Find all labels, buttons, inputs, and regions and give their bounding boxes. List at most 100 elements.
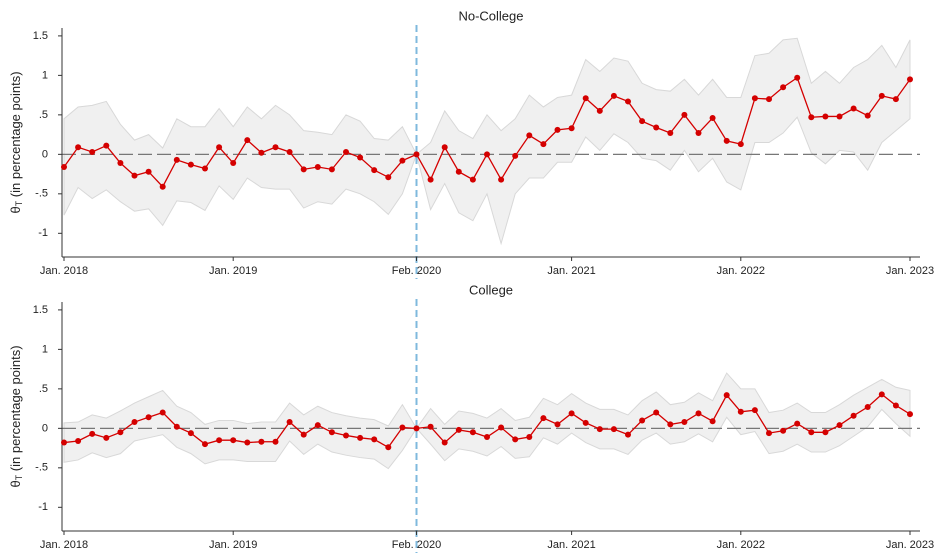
estimate-point (836, 113, 843, 120)
estimate-point (766, 96, 772, 103)
y-tick-label: -.5 (35, 462, 48, 474)
y-axis-label: θT (in percentage points) (8, 71, 24, 213)
confidence-band (63, 37, 911, 246)
estimate-point (469, 429, 476, 436)
estimate-point (258, 149, 265, 156)
estimate-point (610, 426, 617, 433)
estimate-point (794, 74, 801, 81)
estimate-point (892, 402, 899, 409)
estimate-point (230, 437, 237, 444)
estimate-point (766, 430, 772, 437)
y-label-text: (in percentage points) (8, 71, 23, 200)
estimate-point (695, 410, 702, 417)
estimate-point (413, 151, 420, 158)
estimate-point (568, 125, 575, 132)
estimate-point (625, 431, 631, 438)
estimate-point (878, 391, 885, 398)
estimate-point (780, 84, 787, 91)
estimate-point (202, 441, 208, 448)
estimate-point (582, 95, 589, 102)
estimate-point (540, 415, 547, 422)
estimate-point (159, 183, 166, 190)
estimate-point (343, 432, 349, 439)
estimate-point (653, 409, 660, 416)
estimate-point (216, 437, 223, 444)
y-tick-label: -1 (38, 227, 48, 239)
estimate-point (653, 124, 660, 131)
estimate-point (808, 429, 815, 436)
estimate-point (780, 427, 787, 434)
estimate-point (145, 414, 152, 421)
estimate-point (244, 439, 251, 446)
estimate-point (399, 424, 406, 431)
x-tick-label: Jan. 2018 (40, 265, 88, 277)
estimate-point (89, 148, 96, 155)
estimate-point (399, 157, 406, 164)
estimate-point (61, 163, 67, 170)
panel-title: No-College (458, 8, 523, 23)
estimate-point (498, 424, 505, 431)
estimate-point (244, 137, 251, 144)
estimate-point (103, 142, 110, 149)
estimate-point (864, 112, 871, 119)
estimate-point (667, 130, 674, 137)
estimate-point (907, 411, 913, 418)
estimate-point (357, 434, 364, 441)
panel-title: College (469, 282, 513, 297)
estimate-point (596, 107, 603, 114)
estimate-point (131, 172, 138, 179)
y-axis-label: θT (in percentage points) (8, 345, 24, 487)
estimate-point (131, 419, 138, 426)
y-label-symbol: θ (8, 480, 23, 487)
estimate-point (737, 141, 744, 148)
estimate-point (892, 96, 899, 103)
estimate-point (258, 438, 265, 445)
x-tick-label: Jan. 2021 (547, 265, 595, 277)
x-tick-label: Jan. 2019 (209, 265, 257, 277)
estimate-point (751, 95, 758, 102)
estimate-point (864, 404, 871, 411)
estimate-point (751, 407, 758, 414)
estimate-point (526, 132, 533, 139)
estimate-point (878, 92, 885, 99)
estimate-point (681, 419, 688, 426)
y-tick-label: .5 (39, 383, 48, 395)
estimate-point (737, 408, 744, 415)
estimate-point (723, 137, 730, 144)
y-label-text: (in percentage points) (8, 345, 23, 474)
estimate-point (455, 426, 462, 433)
x-tick-label: Jan. 2023 (886, 539, 934, 551)
estimate-point (343, 148, 349, 155)
estimate-point (568, 410, 575, 417)
confidence-band (63, 372, 911, 470)
estimate-point (385, 174, 392, 181)
x-tick-label: Feb. 2020 (392, 539, 442, 551)
estimate-point (625, 98, 631, 105)
estimate-point (427, 423, 434, 430)
estimate-point (723, 392, 730, 399)
x-tick-label: Jan. 2022 (717, 265, 765, 277)
estimate-point (89, 430, 96, 437)
estimate-point (709, 115, 716, 122)
estimate-point (272, 144, 279, 151)
estimate-point (202, 165, 208, 172)
y-label-subscript: T (14, 200, 24, 206)
x-tick-label: Jan. 2021 (547, 539, 595, 551)
y-tick-label: 0 (42, 422, 48, 434)
y-tick-label: 1.5 (33, 304, 48, 316)
y-tick-label: 1 (42, 343, 48, 355)
estimate-point (300, 166, 307, 173)
estimate-point (413, 425, 420, 432)
y-tick-label: -1 (38, 501, 48, 513)
estimate-point (103, 434, 110, 441)
estimate-point (822, 113, 829, 120)
estimate-point (371, 167, 378, 174)
estimate-point (328, 166, 335, 173)
estimate-point (216, 144, 223, 151)
estimate-point (512, 152, 519, 159)
y-tick-label: 1 (42, 69, 48, 81)
estimate-point (441, 144, 448, 151)
estimate-point (554, 421, 561, 428)
x-tick-label: Jan. 2018 (40, 539, 88, 551)
